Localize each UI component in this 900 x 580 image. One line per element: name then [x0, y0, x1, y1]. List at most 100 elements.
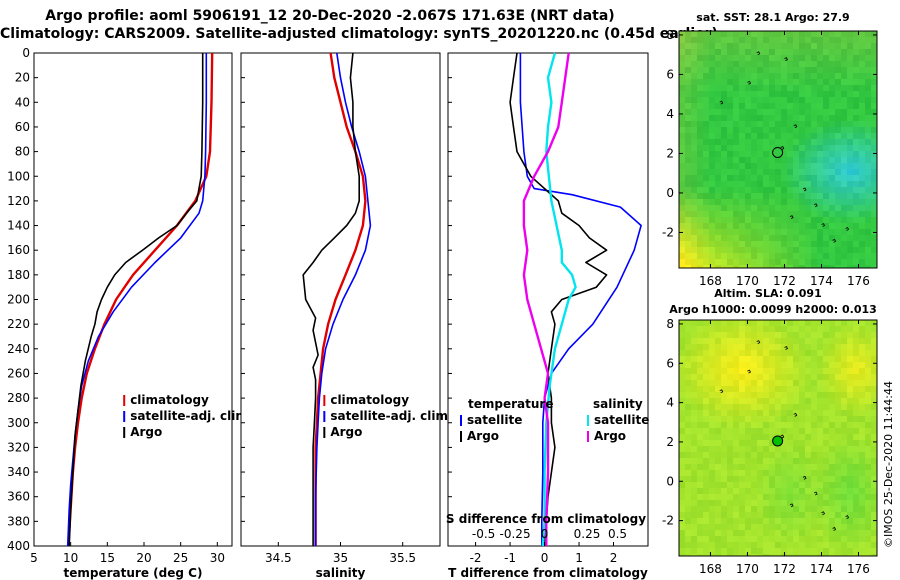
- map-cell: [787, 386, 793, 392]
- map-cell: [769, 482, 775, 488]
- map-cell: [685, 235, 691, 241]
- map-cell: [859, 440, 865, 446]
- map-cell: [871, 320, 877, 326]
- map-cell: [847, 49, 853, 55]
- map-cell: [841, 109, 847, 115]
- map-cell: [853, 235, 859, 241]
- map-cell: [859, 536, 865, 542]
- map-cell: [829, 374, 835, 380]
- map-cell: [709, 428, 715, 434]
- map-cell: [751, 386, 757, 392]
- map-cell: [691, 500, 697, 506]
- map-cell: [793, 374, 799, 380]
- map-cell: [853, 386, 859, 392]
- map-cell: [847, 530, 853, 536]
- map-cell: [859, 446, 865, 452]
- map-cell: [781, 530, 787, 536]
- map-cell: [685, 67, 691, 73]
- map-cell: [781, 374, 787, 380]
- map-cell: [739, 175, 745, 181]
- map-cell: [811, 85, 817, 91]
- map-cell: [763, 175, 769, 181]
- map-cell: [859, 97, 865, 103]
- map-cell: [685, 488, 691, 494]
- map-cell: [775, 247, 781, 253]
- map-cell: [799, 169, 805, 175]
- map-cell: [853, 67, 859, 73]
- map-cell: [769, 43, 775, 49]
- map-cell: [697, 494, 703, 500]
- map-cell: [871, 235, 877, 241]
- map-cell: [769, 428, 775, 434]
- map-cell: [691, 193, 697, 199]
- map-cell: [733, 127, 739, 133]
- map-cell: [751, 259, 757, 265]
- map-cell: [739, 199, 745, 205]
- map-cell: [679, 554, 685, 556]
- map-cell: [745, 103, 751, 109]
- map-cell: [859, 506, 865, 512]
- map-cell: [847, 338, 853, 344]
- map-cell: [733, 187, 739, 193]
- map-cell: [685, 205, 691, 211]
- map-cell: [679, 446, 685, 452]
- map-cell: [865, 518, 871, 524]
- map-cell: [835, 488, 841, 494]
- map-cell: [691, 163, 697, 169]
- map-cell: [763, 247, 769, 253]
- map-cell: [793, 446, 799, 452]
- map-cell: [739, 169, 745, 175]
- map-cell: [835, 139, 841, 145]
- map-cell: [763, 259, 769, 265]
- map-cell: [865, 398, 871, 404]
- map-cell: [817, 452, 823, 458]
- map-cell: [697, 488, 703, 494]
- map-cell: [871, 91, 877, 97]
- map-cell: [769, 121, 775, 127]
- map-cell: [829, 458, 835, 464]
- map-cell: [841, 458, 847, 464]
- map-cell: [799, 398, 805, 404]
- map-cell: [769, 253, 775, 259]
- map-cell: [745, 542, 751, 548]
- map-cell: [757, 326, 763, 332]
- map-cell: [823, 410, 829, 416]
- map-cell: [721, 362, 727, 368]
- map-cell: [715, 91, 721, 97]
- map-cell: [805, 55, 811, 61]
- map-cell: [847, 494, 853, 500]
- map-cell: [709, 542, 715, 548]
- map-cell: [733, 326, 739, 332]
- map-cell: [751, 235, 757, 241]
- map-x-tick-label: 168: [699, 562, 722, 576]
- map-cell: [733, 554, 739, 556]
- map-cell: [739, 211, 745, 217]
- map-cell: [727, 115, 733, 121]
- map-cell: [739, 49, 745, 55]
- map-cell: [799, 452, 805, 458]
- map-cell: [811, 452, 817, 458]
- map-cell: [781, 404, 787, 410]
- map-cell: [841, 536, 847, 542]
- map-cell: [865, 506, 871, 512]
- map-cell: [751, 362, 757, 368]
- island-outline: [802, 187, 807, 192]
- map-cell: [775, 452, 781, 458]
- map-cell: [703, 55, 709, 61]
- map-cell: [847, 392, 853, 398]
- map-cell: [775, 205, 781, 211]
- island-outline: [756, 340, 761, 344]
- map-cell: [715, 43, 721, 49]
- map-cell: [817, 476, 823, 482]
- map-cell: [739, 428, 745, 434]
- map-cell: [697, 103, 703, 109]
- map-cell: [703, 79, 709, 85]
- map-cell: [757, 223, 763, 229]
- map-cell: [799, 49, 805, 55]
- map-cell: [847, 524, 853, 530]
- map-cell: [739, 217, 745, 223]
- map-cell: [793, 518, 799, 524]
- map-cell: [739, 109, 745, 115]
- map-cell: [829, 205, 835, 211]
- map-cell: [745, 121, 751, 127]
